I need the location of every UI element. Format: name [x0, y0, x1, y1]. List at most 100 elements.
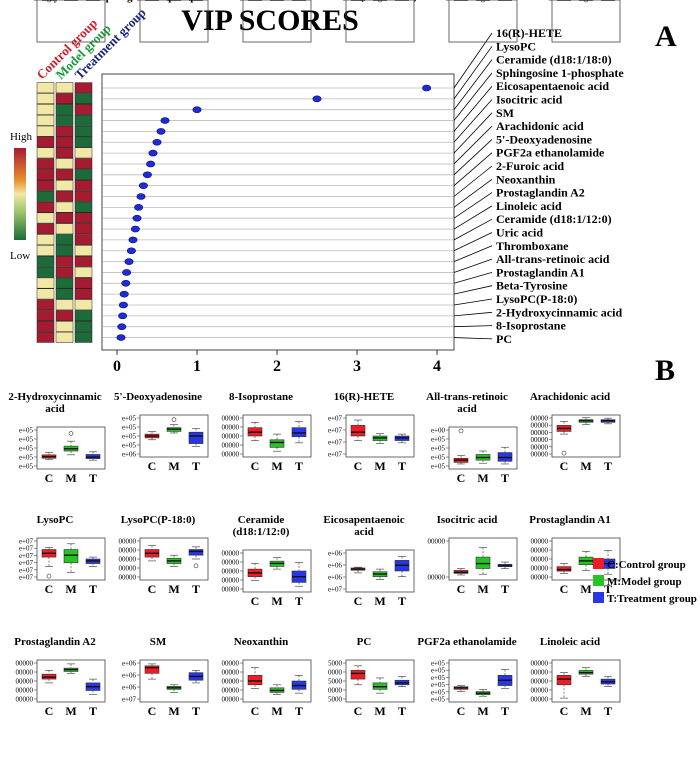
boxplot-x-label: T [192, 704, 200, 718]
legend-swatch [593, 558, 604, 569]
boxplot-x-label: C [148, 459, 157, 473]
vip-label: 16(R)-HETE [496, 26, 562, 40]
vip-point [148, 149, 158, 157]
vip-label: 2-Hydroxycinnamic acid [496, 305, 622, 319]
boxplot-x-label: C [457, 582, 466, 596]
boxplot-y-tick-label: 00000 [531, 422, 549, 430]
boxplot-y-tick-label: e+07 [19, 538, 34, 546]
boxplot-title: 8-Isoprostane [229, 391, 293, 403]
boxplot-y-tick-label: 00000 [531, 565, 549, 573]
boxplot-x-label: T [89, 582, 97, 596]
boxplot-x-label: C [457, 704, 466, 718]
boxplot-y-tick-label: 00000 [16, 687, 34, 695]
vip-leader-line [453, 258, 493, 273]
boxplot-title: Neoxanthin [234, 636, 288, 648]
boxplot-y-tick-label: 00000 [222, 660, 240, 668]
boxplot-box [291, 427, 307, 438]
vip-x-tick-label: 4 [433, 358, 441, 375]
vip-point [117, 323, 127, 331]
vip-leader-line [453, 46, 493, 100]
heat-cell [55, 288, 74, 300]
boxplot-y-tick-label: 00000 [222, 0, 240, 2]
vip-leader-line [453, 245, 493, 262]
heat-cell [55, 212, 74, 224]
vip-leader-line [453, 285, 493, 295]
boxplot-panel: Sphingosine 1-phosphate00000000000000000… [99, 0, 217, 43]
boxplot-outlier [583, 0, 589, 3]
boxplot-frame [551, 0, 621, 43]
boxplot-y-tick-label: e+05 [122, 433, 137, 441]
boxplot-x-label: M [580, 582, 591, 596]
boxplot-y-tick-label: 00000 [531, 574, 549, 582]
vip-leader-line [453, 192, 493, 219]
boxplot-x-label: T [295, 704, 303, 718]
boxplot-outlier [46, 573, 52, 579]
boxplot-panel: SM e+07 e+06 e+06 e+06 C M T [122, 636, 209, 718]
vip-plot: 0 1 2 3 4 [101, 73, 455, 375]
heat-cell [74, 299, 93, 311]
legend-label: C:Control group [607, 559, 686, 571]
boxplot-y-tick-label: 00000 [119, 0, 137, 2]
legend-label: T:Treatment group [607, 593, 697, 605]
heat-cell [55, 125, 74, 137]
vip-leader-line [453, 125, 493, 165]
boxplot-x-label: M [580, 0, 591, 3]
boxplot-x-label: C [148, 0, 157, 3]
vip-leader-line [453, 152, 493, 186]
heat-cell [74, 82, 93, 94]
boxplot-y-tick-label: e+05 [431, 0, 446, 2]
boxplot-title: LysoPC [37, 514, 74, 526]
boxplot-y-tick-label: e+07 [19, 552, 34, 560]
boxplot-y-tick-label: 00000 [531, 443, 549, 451]
boxplot-x-label: C [148, 704, 157, 718]
vip-label: 2-Furoic acid [496, 159, 564, 173]
boxplot-frame [139, 659, 209, 703]
heat-cell [36, 190, 55, 202]
boxplot-y-tick-label: e+06 [328, 0, 343, 2]
boxplot-box [188, 431, 204, 444]
vip-leader-line [453, 99, 493, 143]
boxplot-y-tick-label: e+05 [431, 696, 446, 704]
boxplot-frame [345, 549, 415, 593]
vip-point [116, 334, 126, 341]
boxplot-y-tick-label: 00000 [531, 556, 549, 564]
vip-label: PC [496, 332, 512, 346]
vip-leader-line [453, 232, 493, 252]
boxplot-x-label: T [398, 459, 406, 473]
boxplot-box [350, 425, 366, 437]
vip-label: LysoPC [496, 39, 536, 53]
boxplot-x-label: M [65, 0, 76, 3]
vip-leader-line [453, 205, 493, 230]
boxplot-y-tick-label: e+05 [431, 0, 446, 2]
boxplot-y-tick-label: 00000 [222, 0, 240, 2]
heat-cell [36, 299, 55, 311]
heat-cell [36, 266, 55, 278]
heat-cell [55, 277, 74, 289]
boxplot-y-tick-label: e+05 [431, 0, 446, 2]
vip-leader-line [453, 59, 493, 110]
boxplot-title: PGF2a ethanolamide [417, 636, 516, 648]
boxplot-box [350, 670, 366, 680]
boxplot-x-label: M [65, 704, 76, 718]
heat-cell [74, 114, 93, 126]
boxplot-x-label: T [295, 594, 303, 608]
boxplot-x-label: C [148, 582, 157, 596]
boxplot-frame [448, 537, 518, 581]
boxplot-y-tick-label: e+06 [122, 672, 137, 680]
vip-point [130, 225, 140, 233]
heat-cell [55, 169, 74, 180]
vip-point [118, 312, 128, 320]
boxplot-y-tick-label: 00000 [531, 429, 549, 437]
boxplot-x-label: C [354, 459, 363, 473]
vip-point [122, 269, 132, 276]
heat-cell [36, 158, 55, 170]
boxplot-x-label: C [251, 594, 260, 608]
legend-swatch [593, 575, 604, 586]
heat-cell [36, 169, 55, 180]
boxplot-x-label: T [501, 0, 509, 3]
